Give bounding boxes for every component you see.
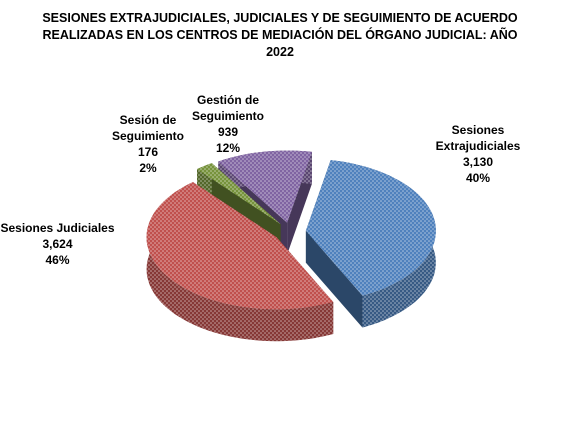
label-value: 3,624 [42,237,73,251]
label-percent: 40% [465,171,491,185]
data-label: Sesiones Extrajudiciales 3,130 40% [418,122,538,186]
label-percent: 46% [45,253,70,267]
label-percent: 2% [139,161,157,175]
chart-title: SESIONES EXTRAJUDICIALES, JUDICIALES Y D… [42,11,518,59]
data-label: Gestión de Seguimiento 939 12% [178,92,278,156]
label-percent: 12% [215,141,241,155]
slice-texture [218,150,312,223]
label-category: Sesiones Extrajudiciales [435,123,521,153]
slice-texture [146,182,334,342]
data-label: Sesión de Seguimiento 176 2% [98,112,198,176]
slice-texture [197,163,281,225]
slice-side [305,230,363,328]
label-value: 3,130 [462,155,494,169]
data-label: Sesiones Judiciales 3,624 46% [0,220,115,268]
slice-texture [146,182,334,310]
label-value: 939 [217,125,239,139]
label-category: Gestión de Seguimiento [191,93,264,123]
slice-texture [305,160,436,296]
label-value: 176 [137,145,159,159]
label-category: Sesión de Seguimiento [111,113,184,143]
label-category: Sesiones Judiciales [0,221,115,235]
